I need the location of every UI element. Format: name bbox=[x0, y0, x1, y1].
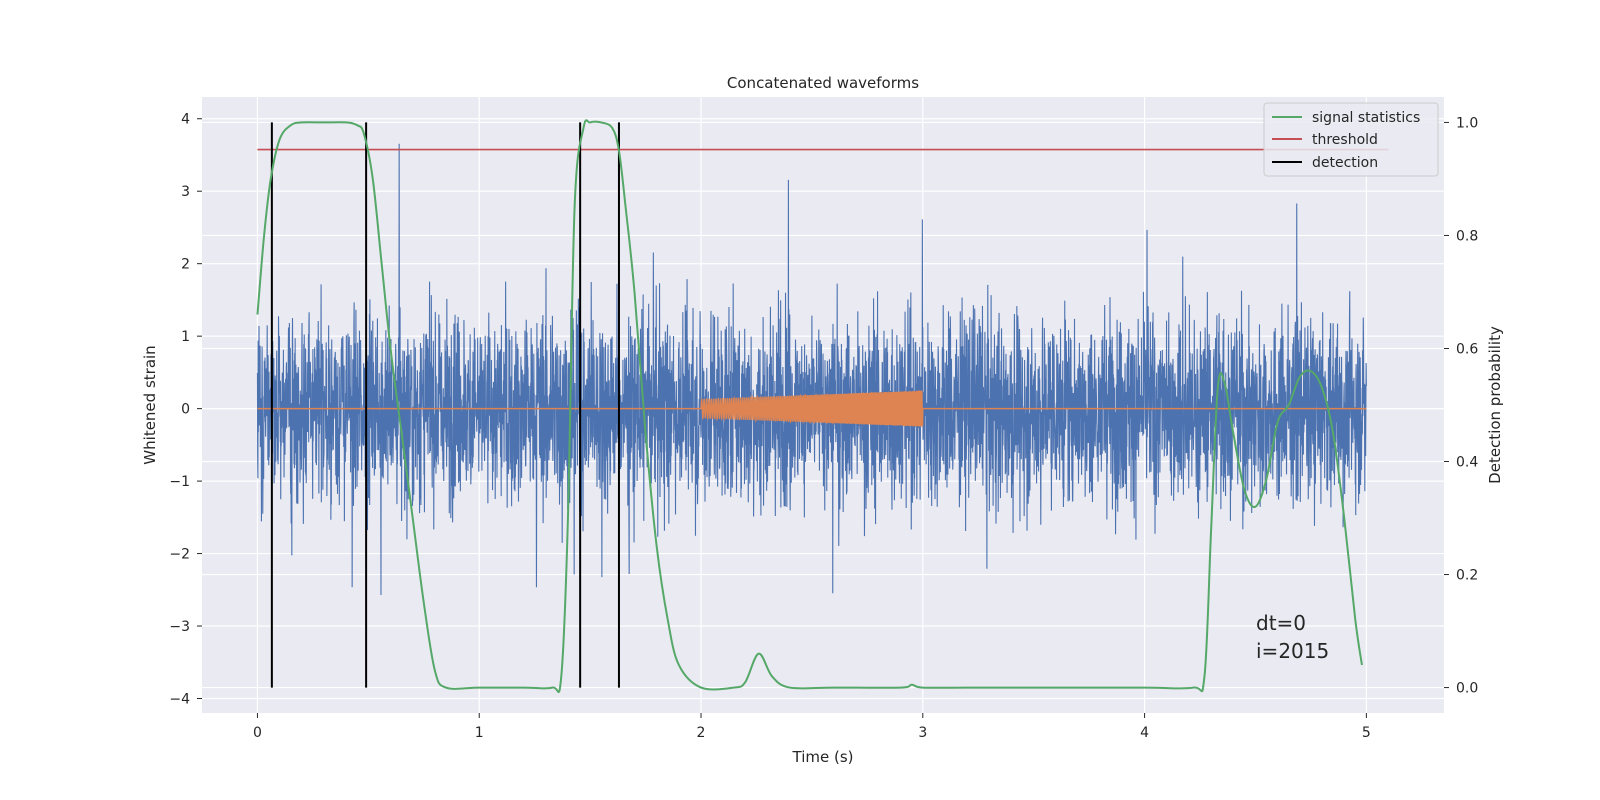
x-tick-label-2: 2 bbox=[697, 725, 706, 741]
legend-box bbox=[1263, 102, 1439, 177]
legend-label-detection: detection bbox=[1312, 155, 1378, 171]
y-right-tick-label-5: 1.0 bbox=[1456, 115, 1478, 131]
legend: signal statistics threshold detection bbox=[1263, 102, 1439, 177]
strain-line bbox=[256, 143, 1367, 595]
detection-series bbox=[270, 122, 620, 688]
y-tick-label-7: 3 bbox=[181, 184, 190, 200]
chart-title: Concatenated waveforms bbox=[727, 74, 919, 92]
x-tick-label-0: 0 bbox=[253, 725, 262, 741]
template-series bbox=[257, 389, 1367, 427]
y-tick-label-4: 0 bbox=[181, 402, 190, 418]
axis-ticks: 0 1 2 3 4 5 −4 −3 −2 −1 0 1 2 3 4 0.0 0.2 0.4 0.6 0.8 1.0 bbox=[169, 112, 1478, 741]
x-axis-label: Time (s) bbox=[792, 748, 854, 766]
grid bbox=[202, 97, 1444, 713]
legend-label-threshold: threshold bbox=[1312, 132, 1378, 148]
signal-statistics-line bbox=[256, 119, 1363, 693]
y-tick-label-5: 1 bbox=[181, 329, 190, 345]
x-tick-label-5: 5 bbox=[1362, 725, 1371, 741]
y-tick-label-1: −3 bbox=[169, 619, 190, 635]
legend-label-signal-statistics: signal statistics bbox=[1312, 110, 1420, 126]
y-right-tick-label-3: 0.6 bbox=[1456, 341, 1478, 357]
x-tick-label-1: 1 bbox=[475, 725, 484, 741]
y-tick-label-3: −1 bbox=[169, 474, 190, 490]
y-tick-label-0: −4 bbox=[169, 692, 190, 708]
y-tick-label-6: 2 bbox=[181, 257, 190, 273]
annotation-i: i=2015 bbox=[1256, 639, 1329, 663]
whitened-strain-series bbox=[256, 143, 1367, 595]
annotation-dt: dt=0 bbox=[1256, 611, 1306, 635]
y-axis-right-label: Detection probability bbox=[1486, 326, 1504, 484]
signal-statistics-series bbox=[256, 119, 1363, 693]
template-chirp bbox=[700, 389, 924, 427]
y-right-tick-label-1: 0.2 bbox=[1456, 568, 1478, 584]
y-right-tick-label-4: 0.8 bbox=[1456, 228, 1478, 244]
y-axis-label: Whitened strain bbox=[141, 345, 159, 464]
x-tick-label-3: 3 bbox=[918, 725, 927, 741]
y-right-tick-label-0: 0.0 bbox=[1456, 681, 1478, 697]
y-tick-label-8: 4 bbox=[181, 112, 190, 128]
y-right-tick-label-2: 0.4 bbox=[1456, 455, 1478, 471]
x-tick-label-4: 4 bbox=[1140, 725, 1149, 741]
y-tick-label-2: −2 bbox=[169, 547, 190, 563]
